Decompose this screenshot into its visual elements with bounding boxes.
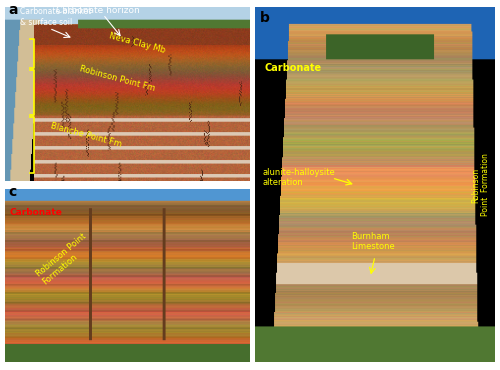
- Text: c: c: [8, 185, 16, 199]
- Text: Neva Clay Mb: Neva Clay Mb: [108, 31, 166, 55]
- Text: Carbonate blanket
& surface soil: Carbonate blanket & surface soil: [20, 7, 91, 27]
- Text: Carbonate: Carbonate: [10, 208, 63, 217]
- Text: Blanche Point Fm: Blanche Point Fm: [49, 121, 122, 148]
- Text: b: b: [260, 11, 270, 25]
- Text: Carbonate: Carbonate: [265, 63, 322, 73]
- Text: a: a: [8, 3, 18, 17]
- Text: Burnham
Limestone: Burnham Limestone: [351, 232, 395, 251]
- Text: Robinson Point Fm: Robinson Point Fm: [78, 64, 156, 93]
- Text: Robinson Point
Formation: Robinson Point Formation: [34, 232, 94, 286]
- Text: Robinson
Point  Formation: Robinson Point Formation: [471, 154, 490, 216]
- Text: alunite-halloysite
alteration: alunite-halloysite alteration: [263, 168, 336, 187]
- Text: Carbonate horizon: Carbonate horizon: [56, 6, 140, 15]
